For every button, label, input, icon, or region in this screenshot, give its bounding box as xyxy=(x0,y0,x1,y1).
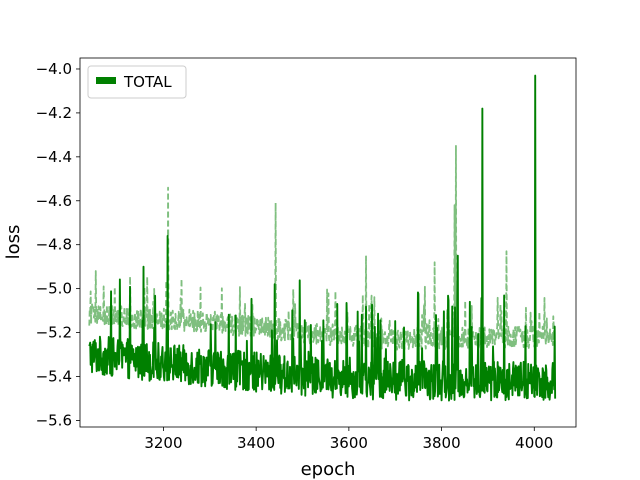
x-tick-label: 3600 xyxy=(330,434,368,452)
x-tick-label: 3800 xyxy=(422,434,460,452)
legend-swatch-total xyxy=(96,77,116,84)
x-tick-label: 4000 xyxy=(515,434,553,452)
y-tick-label: −5.2 xyxy=(36,324,72,342)
y-tick-label: −5.6 xyxy=(36,411,72,429)
x-axis-label: epoch xyxy=(301,459,356,480)
y-tick-label: −4.8 xyxy=(36,236,72,254)
y-axis: −4.0 −4.2 −4.4 −4.6 −4.8 −5.0 −5.2 −5.4 −5.6 xyxy=(36,60,80,429)
x-axis: 3200 3400 3600 3800 4000 xyxy=(144,427,553,452)
y-tick-label: −4.2 xyxy=(36,104,72,122)
x-tick-label: 3200 xyxy=(144,434,182,452)
series-line-total xyxy=(88,74,557,402)
y-tick-label: −5.4 xyxy=(36,367,72,385)
y-axis-label: loss xyxy=(3,225,24,260)
y-tick-label: −4.0 xyxy=(36,60,72,78)
x-tick-label: 3400 xyxy=(237,434,275,452)
legend-box xyxy=(87,65,187,99)
plot-frame xyxy=(79,57,577,428)
series-layer xyxy=(88,74,557,402)
y-tick-label: −4.6 xyxy=(36,192,72,210)
y-tick-label: −5.0 xyxy=(36,280,72,298)
y-tick-label: −4.4 xyxy=(36,148,72,166)
legend-label-total: TOTAL xyxy=(123,73,172,91)
legend: TOTAL xyxy=(87,65,187,99)
